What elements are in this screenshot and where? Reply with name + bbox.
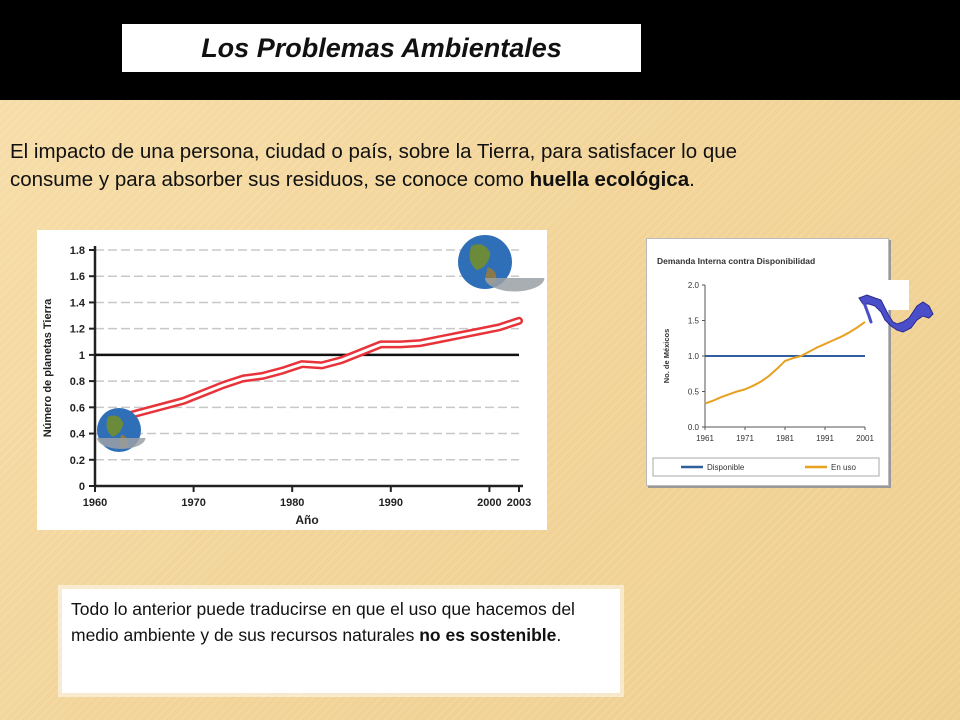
y-tick-label: 0.6 bbox=[70, 402, 85, 414]
intro-text-end: . bbox=[689, 168, 695, 191]
ecological-footprint-chart: 0 0.2 0.4 0.6 0.8 1 1.2 1.4 1.6 1.8 1960 1970 1980 19… bbox=[37, 230, 547, 530]
globe-large-icon-shadow bbox=[485, 278, 545, 292]
y-tick-label: 2.0 bbox=[688, 281, 700, 290]
y-axis-title: Número de planetas Tierra bbox=[42, 298, 54, 437]
y-tick-label: 0.0 bbox=[688, 423, 700, 432]
slide-title: Los Problemas Ambientales bbox=[201, 32, 562, 63]
chart-title: Demanda Interna contra Disponibilidad bbox=[657, 256, 815, 266]
y-tick-label: 0 bbox=[79, 481, 85, 493]
y-tick-label: 1.4 bbox=[70, 297, 86, 309]
globe-small-icon-shadow bbox=[97, 438, 146, 449]
y-tick-label: 1.5 bbox=[688, 317, 700, 326]
y-tick-label: 1.6 bbox=[70, 271, 85, 283]
map-highlight bbox=[887, 280, 909, 310]
x-tick-label: 1981 bbox=[776, 434, 794, 443]
x-tick-label: 2001 bbox=[856, 434, 874, 443]
conclusion-note: Todo lo anterior puede traducirse en que… bbox=[62, 589, 620, 693]
y-tick-label: 1.2 bbox=[70, 324, 85, 336]
x-tick-label: 1991 bbox=[816, 434, 834, 443]
legend-label: En uso bbox=[831, 463, 856, 472]
intro-text-start: El impacto de una persona, ciudad o país… bbox=[10, 140, 738, 191]
y-tick-label: 0.5 bbox=[688, 388, 700, 397]
y-tick-label: 0.2 bbox=[70, 455, 85, 467]
demand-chart-svg: Demanda Interna contra Disponibilidad 0.0… bbox=[652, 256, 880, 477]
y-tick-label: 1 bbox=[79, 350, 85, 362]
footprint-series-line-inner bbox=[103, 319, 521, 422]
x-tick-label: 1990 bbox=[379, 497, 403, 509]
conclusion-text: Todo lo anterior puede traducirse en que… bbox=[71, 596, 611, 648]
y-tick-label: 1.0 bbox=[688, 352, 700, 361]
conclusion-term: no es sostenible bbox=[419, 625, 557, 645]
x-axis-title: Año bbox=[295, 513, 318, 527]
x-tick-label: 1980 bbox=[280, 497, 304, 509]
x-tick-label: 2000 bbox=[477, 497, 501, 509]
intro-term: huella ecológica bbox=[529, 168, 690, 191]
title-bar: Los Problemas Ambientales bbox=[0, 0, 960, 100]
legend-label: Disponible bbox=[707, 463, 745, 472]
globe-small-icon-land bbox=[106, 415, 124, 437]
x-tick-label: 1970 bbox=[181, 497, 205, 509]
title-box: Los Problemas Ambientales bbox=[122, 24, 641, 72]
footprint-chart-svg: 0 0.2 0.4 0.6 0.8 1 1.2 1.4 1.6 1.8 1960 1970 1980 19… bbox=[42, 235, 545, 527]
mexico-map-icon bbox=[858, 280, 934, 333]
series-line-1 bbox=[704, 321, 866, 405]
y-tick-label: 0.8 bbox=[70, 376, 85, 388]
y-tick-label: 0.4 bbox=[70, 429, 86, 441]
x-tick-label: 2003 bbox=[507, 497, 531, 509]
y-tick-label: 1.8 bbox=[70, 245, 85, 257]
globe-large-icon-land bbox=[469, 244, 491, 271]
conclusion-text-start: Todo lo anterior puede traducirse en que… bbox=[71, 599, 575, 645]
conclusion-text-end: . bbox=[556, 625, 562, 645]
demand-vs-availability-chart: Demanda Interna contra Disponibilidad 0.0… bbox=[646, 238, 889, 486]
x-tick-label: 1971 bbox=[736, 434, 754, 443]
x-tick-label: 1961 bbox=[696, 434, 714, 443]
intro-text: El impacto de una persona, ciudad o país… bbox=[10, 138, 810, 194]
x-tick-label: 1960 bbox=[83, 497, 107, 509]
y-axis-title: No. de Méxicos bbox=[662, 329, 671, 384]
legend-box bbox=[652, 457, 880, 477]
